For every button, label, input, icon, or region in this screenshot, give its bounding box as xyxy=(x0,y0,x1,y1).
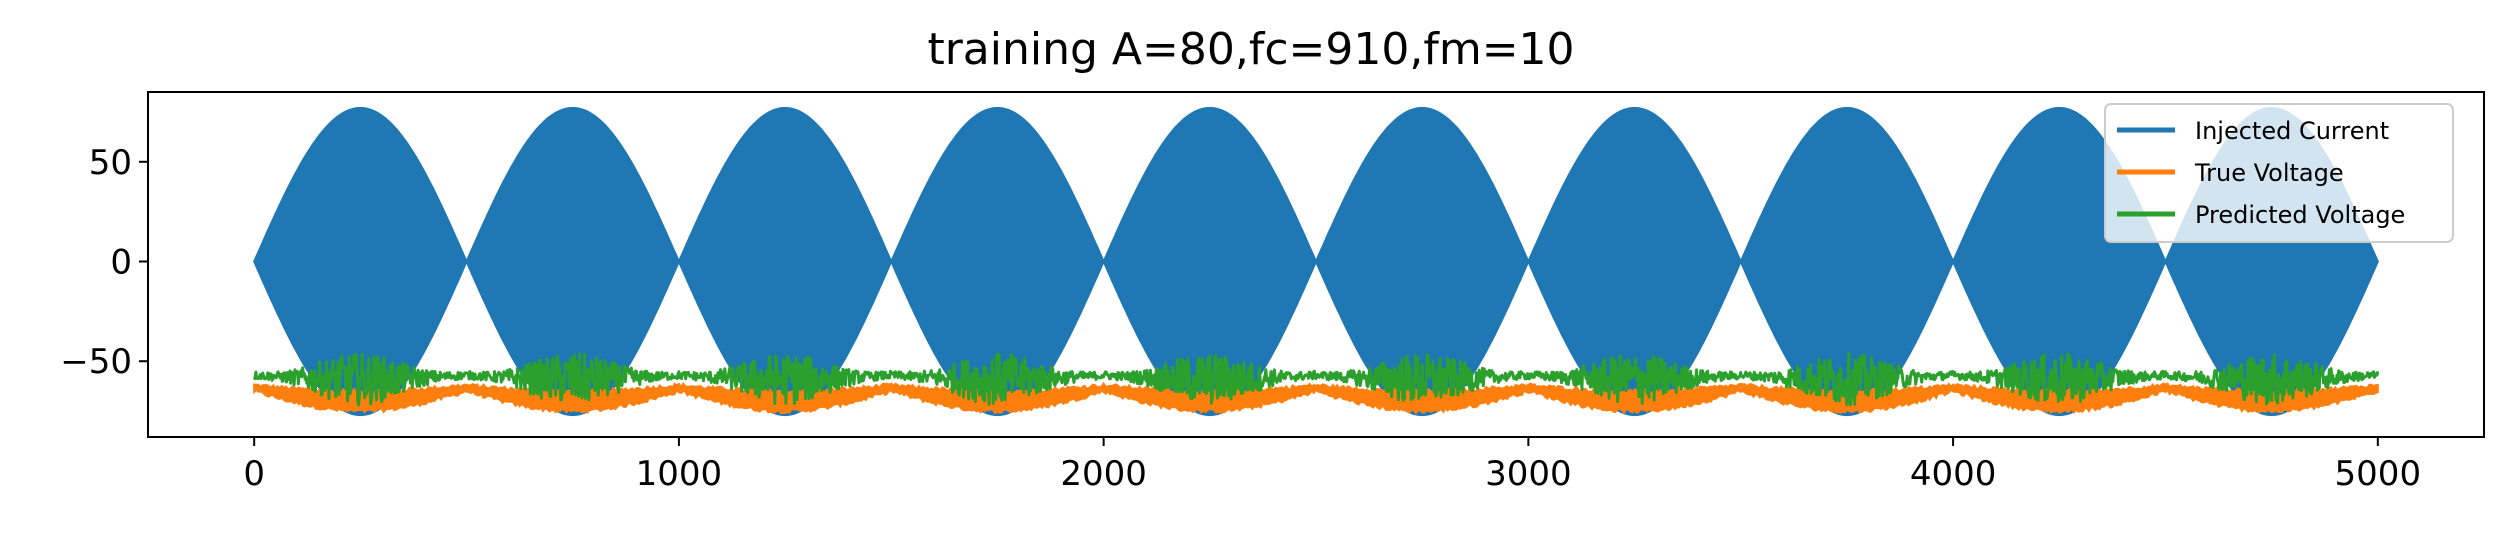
x-tick-label: 0 xyxy=(243,454,265,494)
x-tick-label: 1000 xyxy=(636,454,723,494)
legend-label: Injected Current xyxy=(2195,117,2389,145)
y-tick-label: 0 xyxy=(110,243,132,283)
plot-area xyxy=(252,107,2380,417)
y-axis: 50 0 −50 xyxy=(60,143,148,382)
y-tick-label: −50 xyxy=(60,342,132,382)
y-tick-label: 50 xyxy=(89,143,132,183)
legend-label: Predicted Voltage xyxy=(2195,201,2405,229)
legend-box xyxy=(2104,103,2454,243)
x-tick-label: 3000 xyxy=(1485,454,1572,494)
legend-label: True Voltage xyxy=(2194,159,2344,187)
legend: Injected Current True Voltage Predicted Vo… xyxy=(2104,103,2454,243)
x-tick-label: 5000 xyxy=(2335,454,2422,494)
x-axis: 0 1000 2000 3000 4000 5000 xyxy=(243,437,2421,494)
x-tick-label: 2000 xyxy=(1060,454,1147,494)
x-tick-label: 4000 xyxy=(1910,454,1997,494)
chart-title: training A=80,fc=910,fm=10 xyxy=(927,24,1574,75)
plot-frame xyxy=(147,91,2485,438)
series-predicted-voltage xyxy=(252,352,2380,407)
